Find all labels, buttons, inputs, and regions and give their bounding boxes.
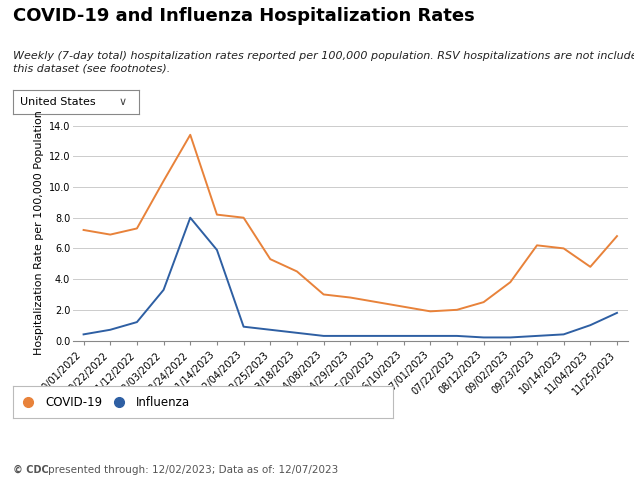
Text: ∨: ∨ <box>119 97 127 107</box>
Text: © CDC: © CDC <box>13 465 48 475</box>
Text: Influenza: Influenza <box>136 396 190 409</box>
Text: presented through: 12/02/2023; Data as of: 12/07/2023: presented through: 12/02/2023; Data as o… <box>48 465 338 475</box>
Text: COVID-19: COVID-19 <box>45 396 102 409</box>
Text: United States: United States <box>20 97 96 107</box>
Text: Weekly (7-day total) hospitalization rates reported per 100,000 population. RSV : Weekly (7-day total) hospitalization rat… <box>13 51 634 74</box>
Y-axis label: Hospitalization Rate per 100,000 Population: Hospitalization Rate per 100,000 Populat… <box>34 111 44 355</box>
Text: COVID-19 and Influenza Hospitalization Rates: COVID-19 and Influenza Hospitalization R… <box>13 7 474 25</box>
X-axis label: Week Ending: Week Ending <box>309 405 391 418</box>
